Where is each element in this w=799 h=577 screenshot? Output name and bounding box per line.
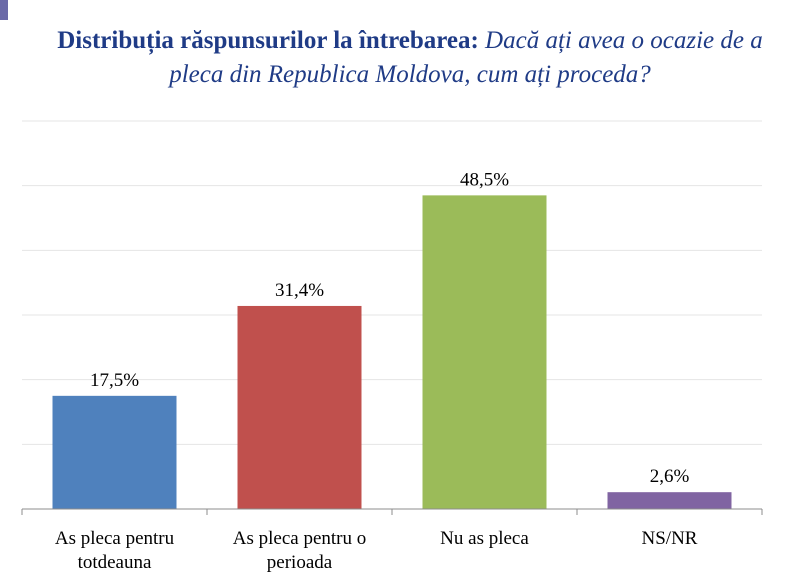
data-label-2: 31,4% [275, 280, 324, 301]
category-label-3-line-1: Nu as pleca [440, 528, 529, 549]
category-label-1-line-1: As pleca pentru [55, 528, 175, 549]
category-label-2-line-2: perioada [267, 552, 333, 573]
bar-1 [52, 395, 177, 509]
category-label-4-line-1: NS/NR [642, 528, 698, 549]
x-axis [21, 508, 763, 515]
category-label-1-line-2: totdeauna [78, 552, 152, 573]
category-labels: As pleca pentru totdeauna As pleca pentru … [55, 528, 698, 573]
bar-2 [237, 305, 362, 509]
category-label-2-line-1: As pleca pentru o [233, 528, 366, 549]
chart-title-italic: Dacă ați avea o ocazie de a pleca din Re… [169, 27, 763, 88]
data-label-4: 2,6% [650, 466, 690, 487]
bar-4 [607, 492, 732, 509]
data-label-1: 17,5% [90, 370, 139, 391]
bar-3 [422, 195, 547, 509]
chart-title-bold: Distribuția răspunsurilor la întrebarea: [57, 27, 479, 54]
data-label-3: 48,5% [460, 169, 509, 190]
data-labels: 17,5% 31,4% 48,5% 2,6% [90, 169, 690, 487]
chart-title: Distribuția răspunsurilor la întrebarea:… [40, 24, 780, 92]
gridlines [22, 120, 762, 445]
corner-accent [0, 0, 8, 20]
bars [52, 195, 732, 509]
